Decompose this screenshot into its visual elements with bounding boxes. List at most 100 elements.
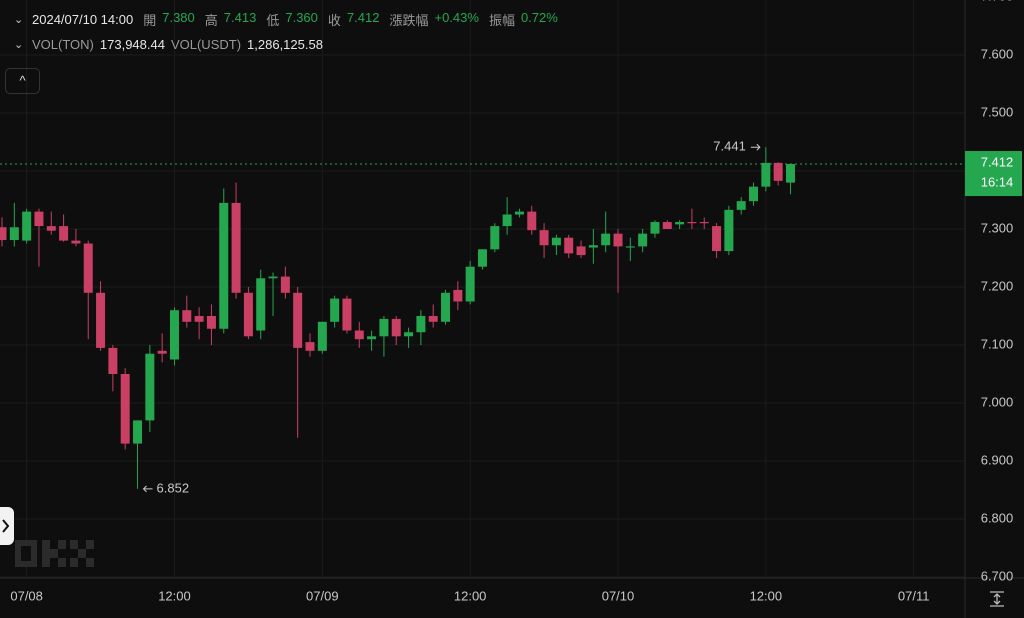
- candle-body: [785, 164, 795, 183]
- candle-body: [551, 237, 561, 246]
- field-label: 低: [266, 13, 280, 28]
- field-value: 7.412: [346, 10, 380, 25]
- field-label: 高: [204, 13, 218, 28]
- field-label: 振幅: [488, 13, 515, 28]
- collapse-icon[interactable]: ⌄: [14, 39, 24, 51]
- watermark: [15, 540, 94, 567]
- candle-body: [59, 226, 69, 241]
- candle-body: [404, 332, 414, 337]
- collapse-button[interactable]: ^: [5, 68, 40, 94]
- candle-body: [0, 227, 7, 241]
- field-value: 7.413: [223, 10, 257, 25]
- candle-body: [724, 209, 734, 252]
- candle-body: [268, 276, 278, 279]
- x-tick-label: 07/09: [306, 588, 339, 603]
- candle-body: [638, 233, 648, 247]
- candle-body: [133, 420, 143, 444]
- annotation-arrow: [142, 485, 153, 493]
- ohlc-row: ⌄ 2024/07/10 14:00 開 7.380 高 7.413 低 7.360 收 7.…: [14, 10, 562, 29]
- candle-body: [96, 292, 106, 348]
- x-tick-label: 12:00: [454, 588, 487, 603]
- candle-body: [465, 266, 475, 302]
- candle-body: [564, 237, 574, 254]
- candle-body: [194, 316, 204, 322]
- volume-value: 173,948.44: [99, 37, 165, 52]
- candle-body: [243, 292, 253, 337]
- candle-body: [490, 226, 500, 250]
- candle-body: [502, 214, 512, 227]
- candle-body: [330, 298, 340, 322]
- candle-body: [761, 162, 771, 187]
- candle-body: [256, 278, 266, 331]
- field-value: +0.43%: [434, 10, 479, 25]
- candle-body: [231, 202, 241, 293]
- candle-body: [46, 226, 56, 231]
- scale-icon[interactable]: [990, 591, 1004, 607]
- candle-body: [280, 276, 290, 293]
- candle-body: [145, 353, 155, 421]
- candle-body: [317, 321, 327, 351]
- high-annotation: 7.441: [713, 139, 746, 154]
- field-value: 0.72%: [520, 10, 558, 25]
- volume-row: ⌄ VOL(TON) 173,948.44 VOL(USDT) 1,286,125.5…: [14, 37, 323, 52]
- candle-body: [514, 211, 524, 215]
- last-price-tag: [965, 151, 1022, 197]
- candle-body: [441, 292, 451, 322]
- volume-value: 1,286,125.58: [247, 37, 323, 52]
- candle-body: [305, 342, 315, 351]
- y-tick-label: 6.700: [981, 568, 1014, 583]
- candle-body: [601, 233, 611, 246]
- candle-body: [367, 336, 377, 340]
- candle-body: [712, 226, 722, 252]
- side-toggle-icon: [2, 519, 10, 533]
- collapse-icon[interactable]: ⌄: [14, 14, 24, 26]
- candle-body: [749, 186, 759, 202]
- ohlc-items: 開 7.380 高 7.413 低 7.360 收 7.412 漲跌幅 +0.43% 振幅 0.72%: [143, 10, 562, 29]
- volume-items: VOL(TON) 173,948.44 VOL(USDT) 1,286,125.58: [32, 37, 323, 52]
- candle-body: [453, 289, 463, 302]
- candle-body: [293, 292, 303, 348]
- low-annotation: 6.852: [157, 480, 190, 495]
- y-tick-label: 7.300: [981, 220, 1014, 235]
- field-value: 7.380: [162, 10, 195, 25]
- time: 2024/07/10 14:00: [32, 12, 134, 27]
- candle-body: [219, 202, 229, 329]
- candle-body: [354, 330, 364, 340]
- candle-body: [379, 318, 389, 337]
- plot: [0, 0, 965, 578]
- countdown: 16:14: [981, 174, 1014, 189]
- x-tick-label: 07/10: [602, 588, 635, 603]
- candle-body: [416, 316, 426, 333]
- x-tick-label: 12:00: [158, 588, 191, 603]
- candle-body: [9, 227, 19, 241]
- candle-body: [675, 222, 685, 225]
- candle-body: [613, 233, 623, 247]
- candle-body: [120, 374, 130, 444]
- y-tick-label: 6.800: [981, 510, 1014, 525]
- candle-body: [477, 249, 487, 267]
- candle-body: [539, 230, 549, 246]
- y-tick-label: 7.500: [981, 104, 1014, 119]
- candle-body: [22, 211, 32, 241]
- candle-body: [206, 316, 216, 329]
- annotation-arrow: [750, 143, 761, 151]
- candle-body: [83, 243, 93, 293]
- candle-body: [34, 211, 44, 227]
- last-price-label: 7.412: [981, 154, 1014, 169]
- candle-body: [588, 245, 598, 248]
- field-label: 開: [143, 13, 157, 28]
- volume-label: VOL(USDT): [170, 37, 242, 52]
- x-tick-label: 12:00: [750, 588, 783, 603]
- candle-body: [182, 310, 192, 322]
- y-tick-label: 7.200: [981, 278, 1014, 293]
- y-tick-label: 7.100: [981, 336, 1014, 351]
- candle-body: [391, 318, 401, 337]
- y-axis-panel: [965, 0, 1024, 618]
- candle-body: [342, 298, 352, 331]
- y-tick-label: 7.000: [981, 394, 1014, 409]
- candle-body: [736, 201, 746, 210]
- volume-label: VOL(TON): [32, 37, 94, 52]
- candle-body: [157, 350, 167, 354]
